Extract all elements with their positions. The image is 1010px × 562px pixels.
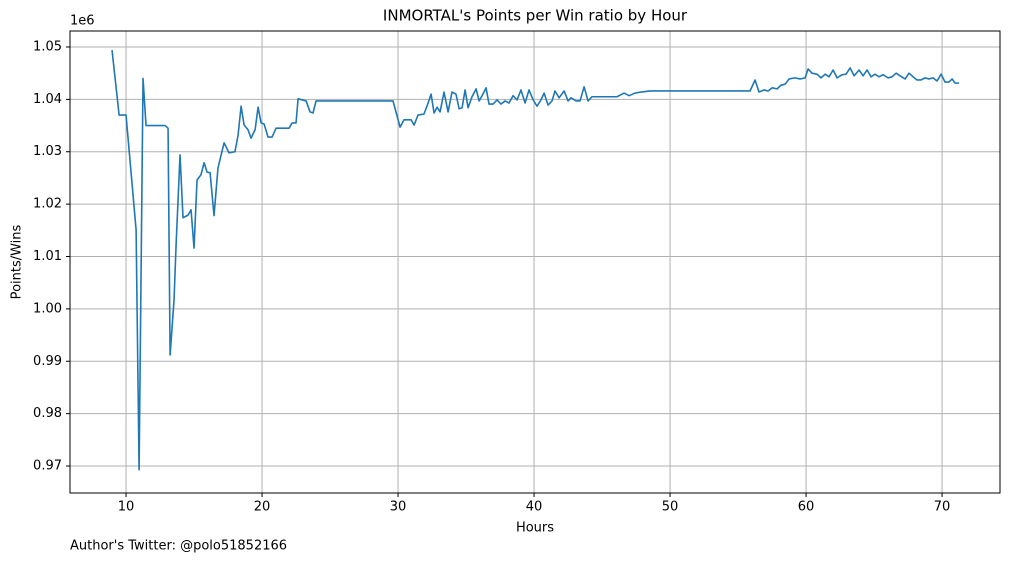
x-axis-label: Hours: [516, 521, 554, 536]
y-tick-label: 0.99: [33, 354, 62, 369]
y-tick-label: 1.02: [33, 197, 62, 212]
x-tick-label: 50: [662, 500, 679, 515]
footnote: Author's Twitter: @polo51852166: [70, 539, 287, 554]
x-tick-label: 10: [118, 500, 135, 515]
y-tick-label: 0.98: [33, 406, 62, 421]
y-axis-label: Points/Wins: [10, 224, 25, 299]
y-tick-label: 1.04: [33, 92, 62, 107]
x-tick-label: 60: [798, 500, 815, 515]
data-line: [111, 50, 960, 471]
plot-frame: [69, 30, 1001, 494]
x-tick-label: 40: [526, 500, 543, 515]
x-tick-label: 20: [254, 500, 271, 515]
y-tick-label: 1.00: [33, 301, 62, 316]
x-tick-label: 30: [390, 500, 407, 515]
y-tick-label: 1.05: [33, 39, 62, 54]
y-tick-label: 1.01: [33, 249, 62, 264]
y-tick-label: 0.97: [33, 459, 62, 474]
y-tick-label: 1.03: [33, 144, 62, 159]
y-offset-label: 1e6: [70, 14, 95, 29]
chart-title: INMORTAL's Points per Win ratio by Hour: [383, 7, 688, 25]
x-tick-label: 70: [934, 500, 951, 515]
